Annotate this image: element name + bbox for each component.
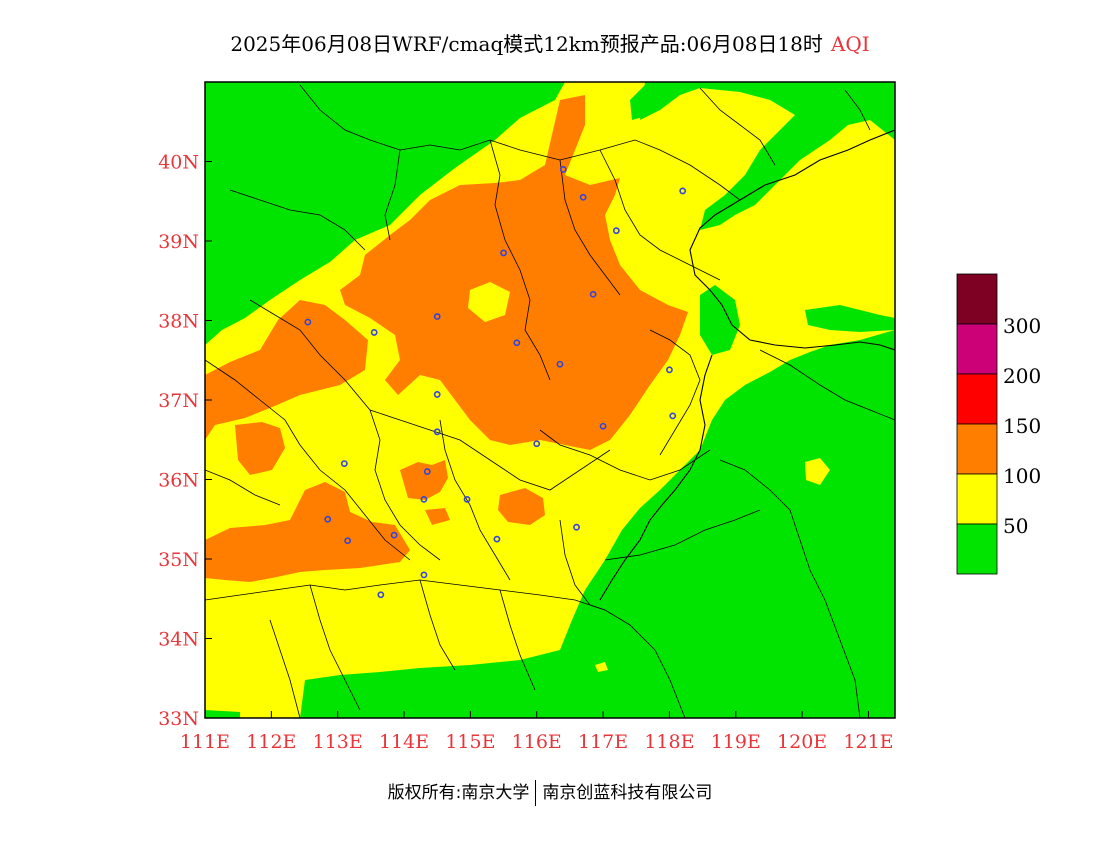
aqi-usg-west-lower — [235, 422, 285, 475]
station-marker — [556, 360, 564, 368]
lon-tick-label: 116E — [512, 731, 562, 753]
copyright-owner: 版权所有:南京大学 — [387, 783, 530, 803]
aqi-usg-central-c — [498, 488, 545, 525]
lon-tick-label: 113E — [313, 731, 363, 753]
footer-separator — [535, 780, 537, 806]
lat-tick-label: 36N — [158, 470, 199, 492]
station-marker — [679, 187, 687, 195]
station-marker — [390, 531, 398, 539]
station-marker — [573, 523, 580, 531]
page-title: 2025年06月08日WRF/cmaq模式12km预报产品:06月08日18时 A… — [0, 28, 1100, 57]
aqi-good-northwest — [205, 82, 565, 345]
lat-tick-label: 33N — [158, 708, 199, 730]
aqi-good-southeast — [300, 330, 895, 718]
title-main: 2025年06月08日WRF/cmaq模式12km预报产品:06月08日18时 — [230, 32, 823, 56]
admin-borders — [205, 84, 895, 718]
latitude-labels: 33N 34N 35N 36N 37N 38N 39N 40N — [158, 152, 199, 731]
legend-label-50: 50 — [1003, 514, 1029, 538]
city-stations — [304, 166, 687, 599]
aqi-good-northeast — [640, 82, 895, 230]
lat-tick-label: 37N — [158, 390, 199, 412]
station-marker — [420, 571, 428, 579]
aqi-moderate-hole — [468, 282, 510, 322]
lat-tick-label: 39N — [158, 231, 199, 253]
lon-tick-label: 119E — [711, 731, 761, 753]
lon-tick-label: 121E — [843, 731, 893, 753]
copyright-company: 南京创蓝科技有限公司 — [542, 783, 713, 803]
legend-label-200: 200 — [1003, 364, 1042, 388]
station-marker — [304, 318, 312, 326]
station-marker — [420, 495, 428, 503]
legend-swatch — [956, 273, 998, 325]
station-marker — [463, 495, 471, 503]
station-marker — [493, 535, 501, 543]
lat-tick-label: 35N — [158, 549, 199, 571]
copyright-footer: 版权所有:南京大学 南京创蓝科技有限公司 — [0, 778, 1100, 806]
title-product: AQI — [830, 32, 870, 56]
legend-swatch — [956, 323, 998, 375]
coastline — [599, 129, 895, 601]
station-marker — [500, 249, 507, 257]
legend-swatch — [956, 423, 998, 475]
lon-tick-label: 120E — [777, 731, 827, 753]
station-marker — [666, 366, 673, 374]
station-marker — [423, 468, 431, 475]
lon-tick-label: 112E — [246, 731, 296, 753]
lon-tick-label: 118E — [644, 731, 694, 753]
aqi-good-east-patch — [700, 285, 740, 355]
lat-tick-label: 40N — [158, 152, 199, 174]
aqi-usg-central-a — [400, 460, 448, 500]
station-marker — [579, 193, 587, 201]
lon-tick-label: 115E — [445, 731, 495, 753]
legend-label-100: 100 — [1003, 464, 1042, 488]
station-marker — [324, 515, 332, 523]
aqi-usg-north-china — [340, 95, 688, 450]
legend-label-300: 300 — [1003, 314, 1042, 338]
aqi-moderate-small-spot — [595, 662, 608, 672]
axis-ticks — [204, 161, 869, 719]
legend-swatch — [956, 523, 998, 575]
station-marker — [669, 412, 677, 420]
legend-swatch — [956, 473, 998, 525]
legend-swatch — [956, 373, 998, 425]
longitude-labels: 111E 112E 113E 114E 115E 116E 117E 118E 119E 120E… — [180, 731, 894, 753]
aqi-good-southwest-corner — [205, 710, 240, 718]
station-marker — [344, 537, 352, 545]
station-marker — [433, 313, 441, 320]
lon-tick-label: 111E — [180, 731, 230, 753]
station-marker — [559, 166, 567, 173]
lon-tick-label: 114E — [379, 731, 429, 753]
station-marker — [513, 339, 521, 347]
legend-label-150: 150 — [1003, 414, 1042, 438]
lat-tick-label: 38N — [158, 311, 199, 333]
aqi-good-east-strip — [805, 305, 895, 332]
aqi-good-northeast-inner — [630, 85, 660, 120]
aqi-moderate-sea-spot — [805, 458, 830, 485]
station-marker — [533, 440, 541, 448]
station-marker — [370, 329, 378, 336]
station-marker — [433, 391, 441, 398]
aqi-usg-central-b — [425, 508, 450, 525]
aqi-usg-west — [205, 300, 368, 440]
aqi-usg-southwest — [205, 482, 410, 582]
aqi-legend-colorbar — [956, 273, 998, 575]
lat-tick-label: 34N — [158, 629, 199, 651]
station-marker — [612, 227, 620, 235]
lon-tick-label: 117E — [578, 731, 628, 753]
station-marker — [589, 290, 597, 298]
aqi-field — [205, 82, 895, 718]
station-marker — [377, 591, 385, 599]
station-marker — [599, 422, 607, 430]
station-marker — [340, 460, 348, 467]
station-marker — [433, 428, 441, 436]
